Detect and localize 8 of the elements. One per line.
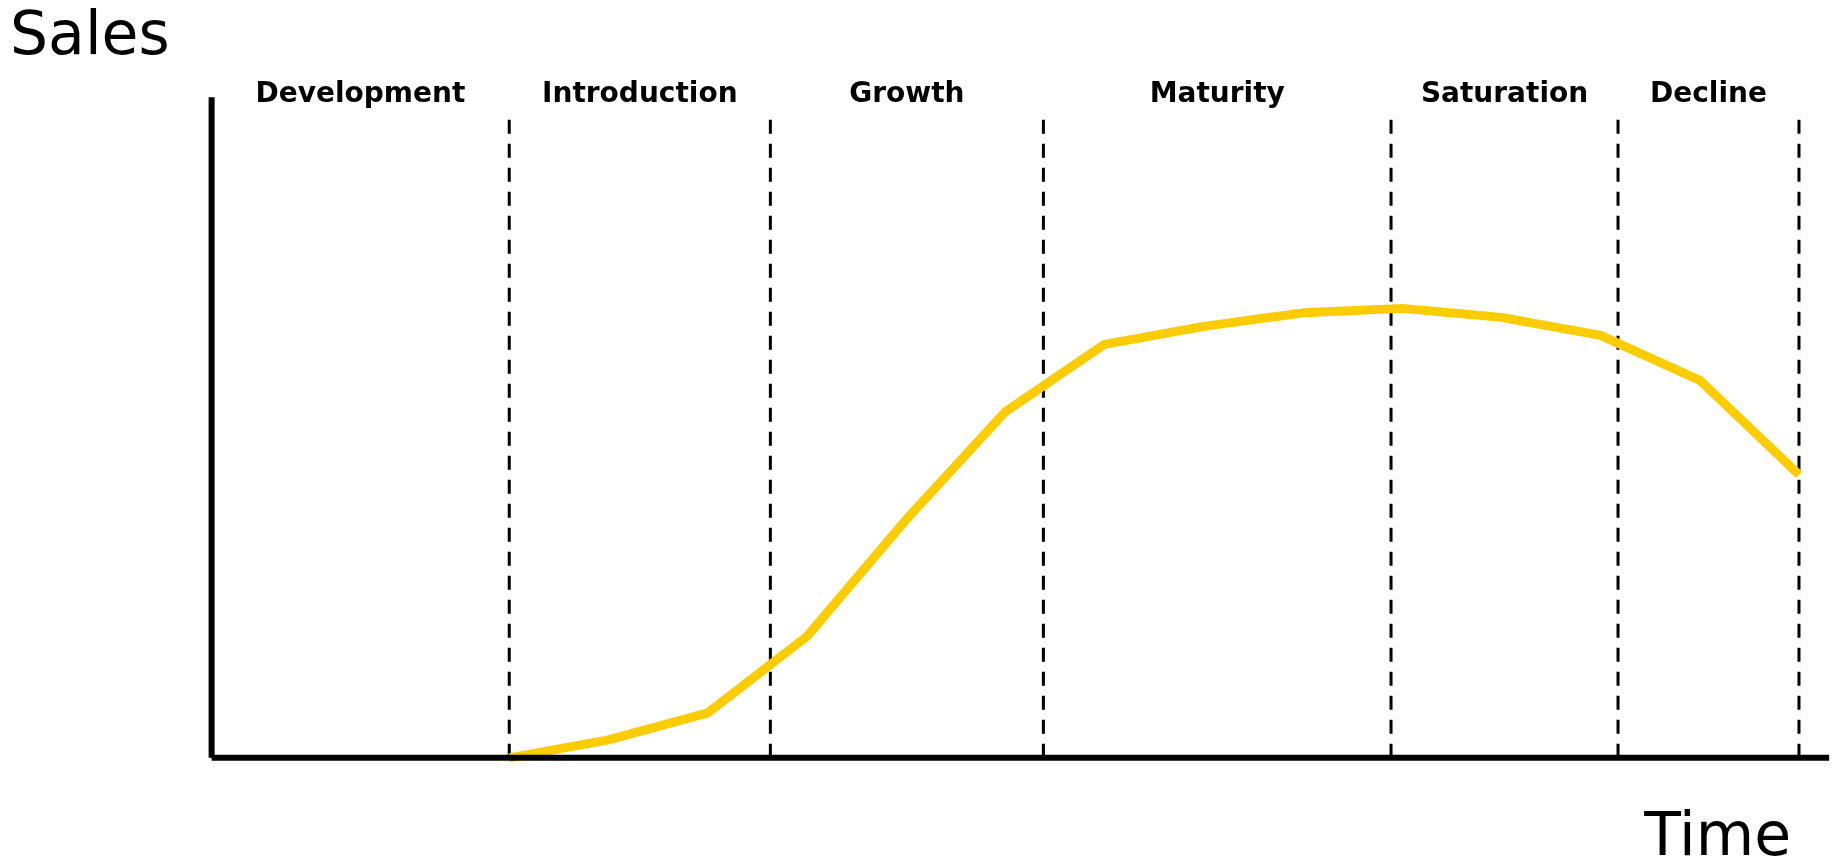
text: Growth [849, 76, 965, 110]
x-axis-title: Time [1643, 799, 1792, 858]
text: Decline [1650, 76, 1767, 110]
y-axis-title: Sales [10, 0, 170, 69]
text: Introduction [542, 76, 738, 110]
text: Development [255, 76, 466, 110]
text: Maturity [1149, 76, 1285, 110]
text: Saturation [1420, 76, 1589, 110]
